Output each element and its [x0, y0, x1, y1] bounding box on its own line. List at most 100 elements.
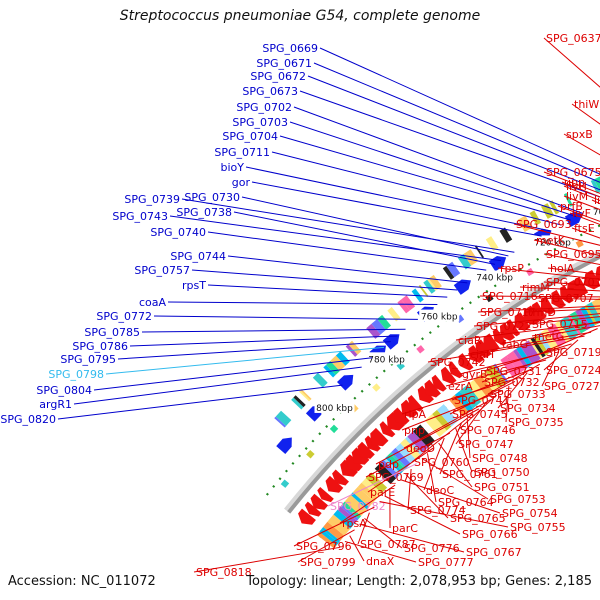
map-title: Streptococcus pneumoniae G54, complete g…	[119, 8, 481, 24]
right-label-leader	[349, 535, 365, 562]
left-label-leader	[57, 384, 343, 420]
right-label-leader	[543, 37, 600, 88]
right-label-leader	[357, 512, 370, 545]
cog-band	[448, 394, 469, 417]
cog-band	[413, 424, 436, 448]
cog-band-outer	[499, 227, 513, 243]
left-label-leader	[73, 366, 362, 405]
right-gene-label: SPG_0733	[490, 388, 546, 401]
cog-band-outer	[293, 395, 306, 408]
feature-mark	[551, 252, 560, 262]
right-label-leader	[445, 359, 547, 387]
left-label-leader	[241, 196, 509, 257]
right-label-leader	[455, 403, 486, 445]
feature-mark	[280, 479, 290, 488]
cog-band-outer	[275, 410, 292, 426]
ruler-tick-bg	[532, 235, 573, 248]
cog-band-outer	[590, 179, 600, 194]
right-gene-label: gyrB	[462, 368, 488, 381]
right-gene-label: ciaR	[458, 334, 482, 347]
right-label-leader	[563, 185, 600, 202]
left-label-leader	[181, 198, 515, 253]
right-gene-label: SPG_0715	[532, 318, 588, 331]
reverse-gene-arrow	[379, 421, 396, 438]
left-gene-label: SPG_0738	[176, 206, 232, 219]
cog-band	[546, 323, 567, 348]
right-label-leader	[543, 281, 600, 287]
left-label-leader	[153, 315, 418, 320]
right-gene-label: SPG_0748	[472, 452, 528, 465]
reverse-gene-arrow	[583, 269, 600, 290]
reverse-gene-arrow	[431, 374, 447, 392]
cog-band-outer	[366, 323, 381, 339]
left-label-leader	[117, 341, 391, 360]
right-gene-label: SPG_0747	[458, 438, 514, 451]
right-label-leader	[541, 351, 560, 387]
ruler-tick-label: 740 kbp	[476, 274, 513, 284]
cog-band-outer	[291, 397, 304, 410]
left-label-leader	[245, 166, 551, 232]
cog-band	[420, 420, 440, 441]
right-gene-label: SPG_0796	[296, 540, 352, 553]
right-gene-label: ripA	[404, 408, 427, 421]
cog-band	[400, 438, 421, 460]
forward-gene-arrow	[276, 437, 292, 454]
right-label-leader	[400, 479, 501, 514]
left-gene-label: SPG_0671	[256, 57, 312, 70]
reverse-gene-arrow	[417, 385, 434, 404]
cog-band	[395, 443, 416, 464]
feature-mark	[575, 239, 584, 248]
tick-dot-ring	[265, 224, 600, 496]
left-gene-label: SPG_0786	[72, 340, 128, 353]
right-gene-label: SPG_0727	[544, 380, 600, 393]
left-gene-label: SPG_0711	[214, 146, 270, 159]
left-label-leader	[313, 62, 600, 183]
cog-band-outer	[517, 217, 530, 232]
left-label-leader	[299, 90, 600, 198]
reverse-gene-arrow	[332, 469, 349, 486]
left-label-leader	[141, 328, 406, 333]
right-label-leader	[384, 495, 461, 535]
right-gene-label: SPG_0765	[450, 512, 506, 525]
forward-gene-arrow	[382, 334, 400, 350]
reverse-gene-arrow	[325, 475, 344, 493]
cog-band-outer	[529, 210, 542, 226]
reverse-gene-arrow	[483, 333, 500, 353]
right-label-leader	[563, 195, 600, 211]
left-label-leader	[169, 215, 502, 262]
right-label-leader	[499, 325, 600, 345]
right-label-leader	[457, 394, 498, 431]
cog-band-outer	[311, 377, 323, 389]
right-gene-label: SPG_0731	[486, 365, 542, 378]
cog-band-outer	[300, 389, 312, 401]
cog-band	[323, 521, 345, 541]
right-label-leader	[327, 463, 417, 507]
right-label-leader	[497, 372, 528, 409]
reverse-gene-arrow	[594, 265, 600, 282]
cog-band-outer	[303, 384, 317, 398]
ruler-tick-bg	[591, 205, 600, 218]
right-label-leader	[533, 239, 600, 257]
left-gene-label: SPG_0757	[134, 264, 190, 277]
left-gene-label: SPG_0772	[96, 310, 152, 323]
left-gene-label: argR1	[39, 398, 72, 411]
left-label-leader	[279, 135, 571, 221]
right-gene-label: metK	[536, 234, 566, 247]
ruler-tick-label: 720 kbp	[534, 238, 571, 248]
reverse-gene-arrow	[540, 296, 556, 315]
cog-band-outer	[485, 236, 499, 252]
cog-band	[584, 305, 598, 326]
right-label-leader	[405, 473, 449, 519]
right-label-leader	[529, 316, 600, 325]
right-label-leader	[467, 331, 592, 355]
left-label-leader	[289, 121, 578, 218]
right-gene-label: SPG_0693	[516, 218, 572, 231]
ruler-tick-label: 760 kbp	[421, 313, 458, 323]
left-label-leader	[167, 301, 438, 305]
right-gene-label: SPG_0745	[452, 408, 508, 421]
left-label-leader	[191, 269, 458, 291]
reverse-gene-arrow	[499, 322, 516, 341]
cog-band	[459, 384, 482, 409]
right-gene-label: SPG_0799	[300, 556, 356, 569]
